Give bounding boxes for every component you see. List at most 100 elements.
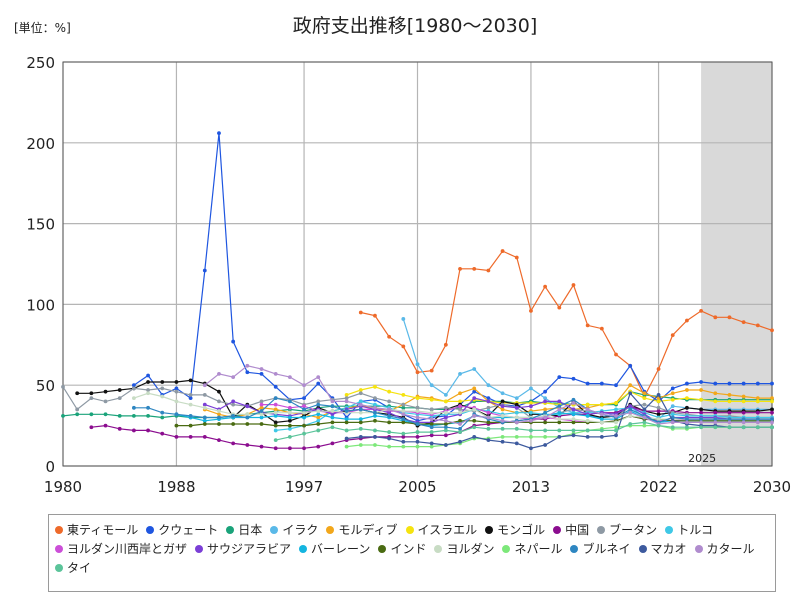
- y-tick-label: 100: [26, 296, 55, 314]
- data-point: [415, 370, 420, 375]
- data-point: [259, 422, 264, 426]
- data-point: [713, 417, 718, 422]
- data-point: [287, 426, 292, 431]
- data-point: [202, 392, 207, 397]
- legend-label: バーレーン: [311, 542, 371, 556]
- data-point: [358, 420, 363, 425]
- data-point: [443, 392, 448, 397]
- data-point: [599, 381, 604, 386]
- series-line: [133, 392, 772, 423]
- data-point: [557, 404, 562, 409]
- data-point: [287, 375, 292, 380]
- series-line: [360, 250, 773, 398]
- data-point: [146, 388, 150, 392]
- data-point: [727, 417, 732, 422]
- data-point: [543, 396, 548, 401]
- data-point: [174, 412, 179, 417]
- data-point: [358, 407, 363, 412]
- data-point: [103, 389, 108, 394]
- legend-label: 中国: [565, 523, 590, 537]
- data-point: [202, 405, 207, 410]
- data-point: [571, 412, 576, 417]
- data-point: [245, 412, 250, 417]
- data-point: [160, 386, 165, 391]
- data-point: [188, 435, 193, 439]
- data-point: [132, 383, 136, 388]
- series-line: [275, 400, 772, 431]
- data-point: [458, 407, 462, 412]
- data-point: [358, 310, 363, 315]
- data-point: [599, 428, 604, 433]
- data-point: [557, 305, 562, 310]
- data-point: [61, 414, 65, 418]
- data-point: [188, 378, 193, 383]
- data-point: [259, 405, 264, 410]
- legend-label: モンゴル: [497, 523, 546, 537]
- legend-item: サウジアラビア: [195, 539, 291, 558]
- data-point: [685, 420, 689, 425]
- data-point: [401, 439, 406, 444]
- data-point: [217, 131, 221, 136]
- data-point: [202, 422, 207, 426]
- data-point: [770, 417, 774, 422]
- data-point: [685, 381, 689, 386]
- data-point: [302, 396, 306, 401]
- legend: 東ティモール クウェート 日本 イラク モルディブ イスラエル モンゴル 中国 ブータン トルコヨ…: [48, 514, 776, 592]
- data-point: [486, 410, 491, 415]
- data-point: [656, 367, 661, 371]
- data-point: [132, 396, 136, 401]
- data-point: [387, 389, 392, 394]
- data-point: [557, 375, 562, 380]
- data-point: [217, 389, 221, 394]
- plot-area-frame: [62, 61, 773, 467]
- data-point: [188, 392, 193, 397]
- data-point: [529, 404, 533, 409]
- legend-label: トルコ: [677, 523, 713, 537]
- series-0: [358, 249, 774, 399]
- data-point: [217, 415, 221, 420]
- data-point: [514, 415, 519, 420]
- data-point: [614, 352, 618, 357]
- legend-marker: [405, 525, 414, 534]
- data-point: [231, 422, 236, 426]
- data-point: [316, 412, 321, 417]
- data-point: [387, 436, 392, 441]
- x-tick-label: 2013: [512, 478, 550, 496]
- data-point: [529, 308, 533, 313]
- legend-item: クウェート: [146, 520, 218, 539]
- data-point: [500, 407, 505, 412]
- data-point: [330, 404, 335, 409]
- data-point: [685, 388, 689, 392]
- data-point: [529, 428, 533, 433]
- legend-marker: [570, 544, 579, 553]
- data-point: [344, 399, 349, 404]
- data-point: [401, 402, 406, 407]
- data-point: [585, 407, 590, 412]
- data-point: [401, 412, 406, 417]
- data-point: [302, 383, 306, 388]
- data-point: [500, 439, 505, 444]
- data-point: [401, 420, 406, 425]
- data-point: [401, 417, 406, 422]
- data-point: [202, 268, 207, 273]
- data-point: [174, 380, 179, 384]
- legend-item: ブルネイ: [570, 539, 631, 558]
- data-point: [571, 417, 576, 422]
- data-point: [217, 412, 221, 417]
- data-point: [514, 435, 519, 439]
- data-point: [514, 441, 519, 446]
- data-point: [741, 417, 746, 422]
- data-point: [755, 323, 760, 328]
- data-point: [585, 323, 590, 328]
- legend-label: 東ティモール: [67, 523, 139, 537]
- data-point: [273, 371, 278, 376]
- data-point: [188, 423, 193, 428]
- data-point: [770, 407, 774, 412]
- data-point: [642, 407, 647, 412]
- legend-marker: [665, 525, 674, 534]
- data-point: [429, 430, 434, 434]
- data-point: [160, 431, 165, 436]
- data-point: [628, 391, 633, 396]
- grid-lines: [62, 61, 773, 467]
